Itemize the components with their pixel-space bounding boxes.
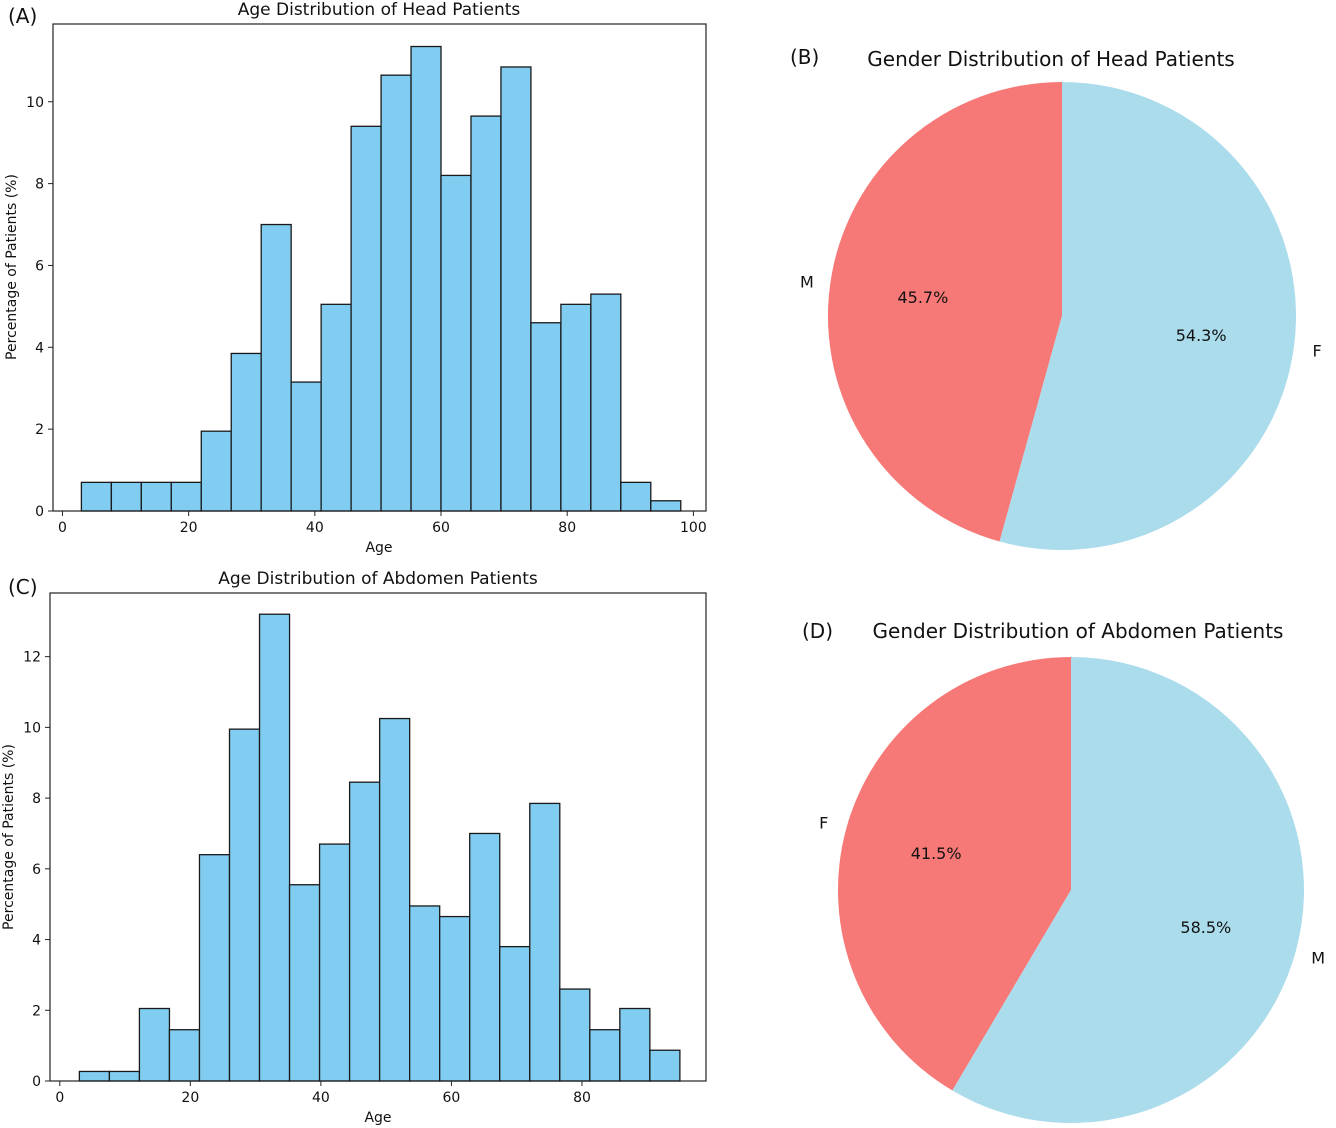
pie-category-label: F <box>1312 342 1321 361</box>
histogram-bar <box>589 1029 621 1082</box>
x-tick-label: 20 <box>180 520 198 536</box>
x-axis-label: Age <box>364 1110 391 1126</box>
histogram-bar <box>590 293 622 512</box>
histogram-bar <box>649 1049 681 1082</box>
chart-title: Gender Distribution of Head Patients <box>867 47 1234 71</box>
y-tick-label: 8 <box>32 791 41 807</box>
histogram-bar <box>140 481 172 512</box>
pie-percent-label: 58.5% <box>1180 918 1231 937</box>
histogram-bar <box>470 115 502 512</box>
plot-frame <box>49 592 707 1082</box>
histogram-bar <box>80 481 113 512</box>
pie-slice-f <box>999 82 1296 550</box>
histogram-bar <box>439 915 471 1082</box>
y-tick-label: 12 <box>23 650 41 666</box>
histogram-bar <box>500 66 532 512</box>
gender-pie-head: Gender Distribution of Head Patients 45.… <box>800 47 1322 550</box>
histogram-bar <box>380 74 412 512</box>
histogram-bar <box>530 322 562 512</box>
y-tick-label: 4 <box>35 340 44 356</box>
histogram-bar <box>348 781 381 1082</box>
pie-percent-label: 45.7% <box>897 288 948 307</box>
x-tick-label: 40 <box>312 1090 330 1106</box>
histogram-bar <box>560 303 592 512</box>
x-tick-label: 100 <box>680 520 707 536</box>
histogram-bar <box>228 728 261 1082</box>
age-histogram-head: Age Distribution of Head Patients 0 20 40 6… <box>4 0 707 556</box>
y-tick-label: 10 <box>26 95 44 111</box>
pie-slice-m <box>827 82 1062 542</box>
y-tick-label: 4 <box>32 933 41 949</box>
plot-frame <box>52 23 707 512</box>
x-tick-label: 0 <box>58 520 67 536</box>
histogram-bar <box>138 1007 171 1082</box>
histogram-bar <box>258 613 291 1082</box>
histogram-bar <box>378 717 411 1082</box>
histogram-bar <box>559 988 591 1082</box>
y-tick-label: 0 <box>32 1074 41 1090</box>
y-tick-label: 6 <box>32 862 41 878</box>
x-axis-label: Age <box>365 540 392 556</box>
panel-label-a: (A) <box>8 4 37 28</box>
y-tick-label: 10 <box>23 720 41 736</box>
x-tick-label: 60 <box>443 1090 461 1106</box>
histogram-bar <box>409 905 441 1082</box>
y-tick-label: 6 <box>35 258 44 274</box>
histogram-bar <box>200 430 232 512</box>
pie-percent-label: 54.3% <box>1176 326 1227 345</box>
histogram-bar <box>288 884 321 1082</box>
histogram-bar <box>318 843 351 1082</box>
histogram-bar <box>260 223 292 512</box>
x-tick-label: 40 <box>306 520 324 536</box>
histogram-bar <box>110 481 142 512</box>
histogram-bar <box>620 481 652 512</box>
histogram-bar <box>650 500 682 512</box>
histogram-bar <box>290 381 322 512</box>
y-axis-label: Percentage of Patients (%) <box>1 744 17 930</box>
histogram-bar <box>198 854 231 1082</box>
panel-label-b: (B) <box>790 45 819 69</box>
pie-slice-f <box>838 657 1071 1091</box>
x-tick-label: 20 <box>181 1090 199 1106</box>
chart-title: Age Distribution of Abdomen Patients <box>218 569 538 589</box>
y-tick-label: 2 <box>32 1003 41 1019</box>
histogram-bar <box>469 832 501 1082</box>
panel-label-d: (D) <box>802 619 833 643</box>
pie-percent-label: 41.5% <box>911 844 962 863</box>
histogram-bar <box>78 1070 111 1082</box>
histogram-bar <box>499 945 531 1082</box>
pie-category-label: M <box>1311 949 1325 968</box>
y-tick-label: 0 <box>35 504 44 520</box>
histogram-bar <box>619 1007 651 1082</box>
y-tick-label: 2 <box>35 422 44 438</box>
histogram-bar <box>108 1070 141 1082</box>
chart-title: Age Distribution of Head Patients <box>238 0 521 20</box>
x-tick-label: 80 <box>573 1090 591 1106</box>
chart-title: Gender Distribution of Abdomen Patients <box>873 619 1284 643</box>
y-axis-label: Percentage of Patients (%) <box>4 174 20 360</box>
histogram-bar <box>168 1029 201 1082</box>
histogram-bar <box>230 352 262 512</box>
x-tick-label: 0 <box>55 1090 64 1106</box>
histogram-bar <box>350 125 382 512</box>
pie-category-label: M <box>800 272 814 291</box>
y-tick-label: 8 <box>35 177 44 193</box>
x-tick-label: 80 <box>558 520 576 536</box>
histogram-bar <box>440 174 472 512</box>
histogram-bar <box>170 481 202 512</box>
pie-slice-m <box>952 657 1305 1123</box>
gender-pie-abdomen: Gender Distribution of Abdomen Patients … <box>819 619 1325 1123</box>
panel-label-c: (C) <box>8 575 38 599</box>
histogram-bar <box>410 45 442 512</box>
histogram-bar <box>320 303 352 512</box>
histogram-bar <box>529 802 561 1082</box>
age-histogram-abdomen: Age Distribution of Abdomen Patients 0 20… <box>1 569 707 1126</box>
x-tick-label: 60 <box>432 520 450 536</box>
pie-category-label: F <box>819 813 828 832</box>
